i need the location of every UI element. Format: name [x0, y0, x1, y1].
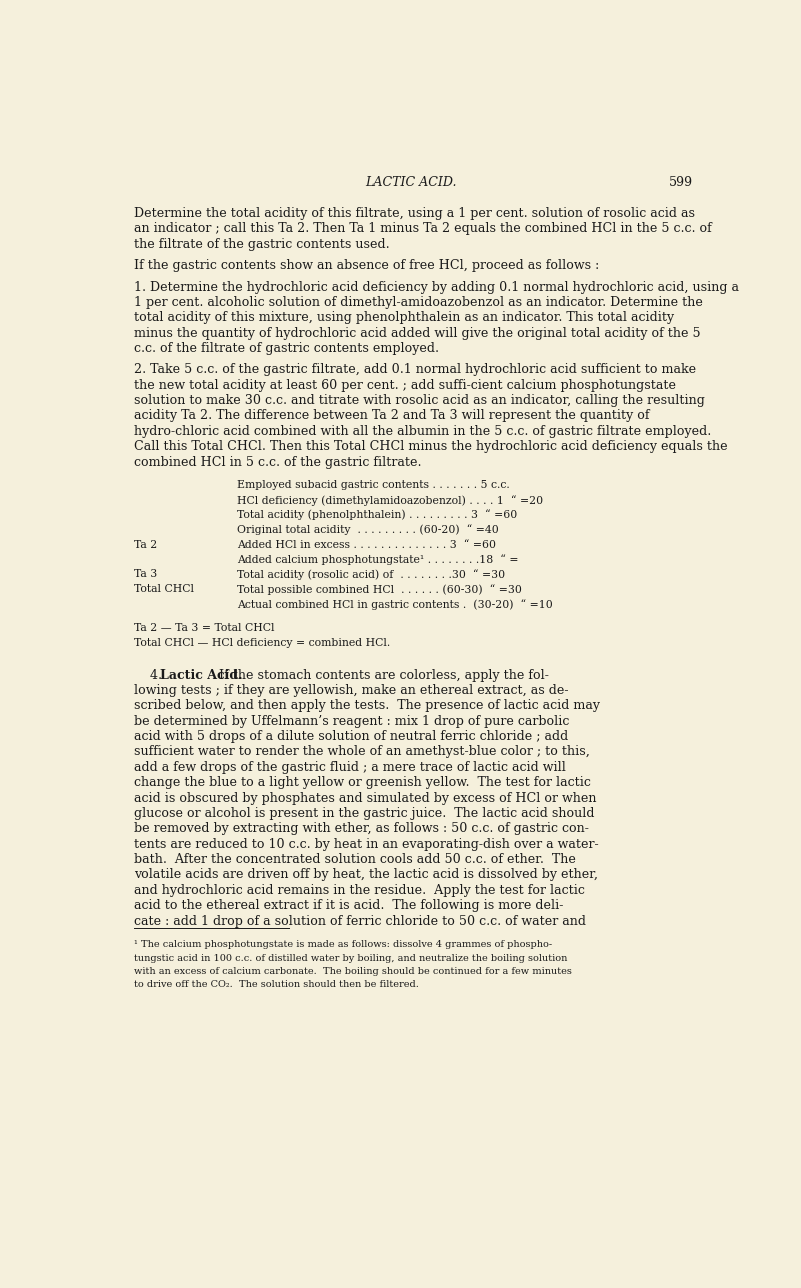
- Text: the new total acidity at least 60 per cent. ; add suffi-cient calcium phosphotun: the new total acidity at least 60 per ce…: [135, 379, 676, 392]
- Text: Ta 2: Ta 2: [135, 540, 164, 550]
- Text: Lactic Acid.: Lactic Acid.: [160, 668, 243, 681]
- Text: total acidity of this mixture, using phenolphthalein as an indicator. This total: total acidity of this mixture, using phe…: [135, 312, 674, 325]
- Text: minus the quantity of hydrochloric acid added will give the original total acidi: minus the quantity of hydrochloric acid …: [135, 327, 701, 340]
- Text: Employed subacid gastric contents . . . . . . . 5 c.c.: Employed subacid gastric contents . . . …: [237, 480, 509, 489]
- Text: Total acidity (rosolic acid) of  . . . . . . . .30  “ =30: Total acidity (rosolic acid) of . . . . …: [237, 569, 505, 580]
- Text: Total possible combined HCl  . . . . . . (60-30)  “ =30: Total possible combined HCl . . . . . . …: [237, 585, 521, 595]
- Text: acid is obscured by phosphates and simulated by excess of HCl or when: acid is obscured by phosphates and simul…: [135, 792, 597, 805]
- Text: Added calcium phosphotungstate¹ . . . . . . . .18  “ =: Added calcium phosphotungstate¹ . . . . …: [237, 554, 518, 565]
- Text: 599: 599: [669, 176, 693, 189]
- Text: If the gastric contents show an absence of free HCl, proceed as follows :: If the gastric contents show an absence …: [135, 259, 599, 272]
- Text: acid with 5 drops of a dilute solution of neutral ferric chloride ; add: acid with 5 drops of a dilute solution o…: [135, 730, 569, 743]
- Text: LACTIC ACID.: LACTIC ACID.: [364, 176, 457, 189]
- Text: with an excess of calcium carbonate.  The boiling should be continued for a few : with an excess of calcium carbonate. The…: [135, 966, 572, 975]
- Text: an indicator ; call this Ta 2. Then Ta 1 minus Ta 2 equals the combined HCl in t: an indicator ; call this Ta 2. Then Ta 1…: [135, 223, 712, 236]
- Text: Ta 3: Ta 3: [135, 569, 164, 580]
- Text: Determine the total acidity of this filtrate, using a 1 per cent. solution of ro: Determine the total acidity of this filt…: [135, 207, 695, 220]
- Text: be determined by Uffelmann’s reagent : mix 1 drop of pure carbolic: be determined by Uffelmann’s reagent : m…: [135, 715, 570, 728]
- Text: tungstic acid in 100 c.c. of distilled water by boiling, and neutralize the boil: tungstic acid in 100 c.c. of distilled w…: [135, 953, 568, 962]
- Text: Total acidity (phenolphthalein) . . . . . . . . . 3  “ =60: Total acidity (phenolphthalein) . . . . …: [237, 510, 517, 520]
- Text: volatile acids are driven off by heat, the lactic acid is dissolved by ether,: volatile acids are driven off by heat, t…: [135, 868, 598, 881]
- Text: Added HCl in excess . . . . . . . . . . . . . . 3  “ =60: Added HCl in excess . . . . . . . . . . …: [237, 540, 496, 550]
- Text: glucose or alcohol is present in the gastric juice.  The lactic acid should: glucose or alcohol is present in the gas…: [135, 808, 595, 820]
- Text: HCl deficiency (dimethylamidoazobenzol) . . . . 1  “ =20: HCl deficiency (dimethylamidoazobenzol) …: [237, 495, 543, 506]
- Text: the filtrate of the gastric contents used.: the filtrate of the gastric contents use…: [135, 238, 390, 251]
- Text: scribed below, and then apply the tests.  The presence of lactic acid may: scribed below, and then apply the tests.…: [135, 699, 600, 712]
- Text: hydro-chloric acid combined with all the albumin in the 5 c.c. of gastric filtra: hydro-chloric acid combined with all the…: [135, 425, 711, 438]
- Text: lowing tests ; if they are yellowish, make an ethereal extract, as de-: lowing tests ; if they are yellowish, ma…: [135, 684, 569, 697]
- Text: Ta 2 — Ta 3 = Total CHCl: Ta 2 — Ta 3 = Total CHCl: [135, 623, 275, 632]
- Text: 4.: 4.: [135, 668, 167, 681]
- Text: acidity Ta 2. The difference between Ta 2 and Ta 3 will represent the quantity o: acidity Ta 2. The difference between Ta …: [135, 410, 650, 422]
- Text: add a few drops of the gastric fluid ; a mere trace of lactic acid will: add a few drops of the gastric fluid ; a…: [135, 761, 566, 774]
- Text: change the blue to a light yellow or greenish yellow.  The test for lactic: change the blue to a light yellow or gre…: [135, 777, 591, 790]
- Text: acid to the ethereal extract if it is acid.  The following is more deli-: acid to the ethereal extract if it is ac…: [135, 899, 564, 912]
- Text: be removed by extracting with ether, as follows : 50 c.c. of gastric con-: be removed by extracting with ether, as …: [135, 822, 590, 836]
- Text: 2. Take 5 c.c. of the gastric filtrate, add 0.1 normal hydrochloric acid suffici: 2. Take 5 c.c. of the gastric filtrate, …: [135, 363, 696, 376]
- Text: to drive off the CO₂.  The solution should then be filtered.: to drive off the CO₂. The solution shoul…: [135, 980, 419, 989]
- Text: and hydrochloric acid remains in the residue.  Apply the test for lactic: and hydrochloric acid remains in the res…: [135, 884, 586, 896]
- Text: 1 per cent. alcoholic solution of dimethyl-amidoazobenzol as an indicator. Deter: 1 per cent. alcoholic solution of dimeth…: [135, 296, 703, 309]
- Text: tents are reduced to 10 c.c. by heat in an evaporating-dish over a water-: tents are reduced to 10 c.c. by heat in …: [135, 837, 599, 850]
- Text: solution to make 30 c.c. and titrate with rosolic acid as an indicator, calling : solution to make 30 c.c. and titrate wit…: [135, 394, 705, 407]
- Text: Call this Total CHCl. Then this Total CHCl minus the hydrochloric acid deficienc: Call this Total CHCl. Then this Total CH…: [135, 440, 728, 453]
- Text: cate : add 1 drop of a solution of ferric chloride to 50 c.c. of water and: cate : add 1 drop of a solution of ferri…: [135, 914, 586, 927]
- Text: Actual combined HCl in gastric contents .  (30-20)  “ =10: Actual combined HCl in gastric contents …: [237, 599, 553, 611]
- Text: Total CHCl — HCl deficiency = combined HCl.: Total CHCl — HCl deficiency = combined H…: [135, 639, 391, 648]
- Text: Total CHCl: Total CHCl: [135, 585, 201, 594]
- Text: combined HCl in 5 c.c. of the gastric filtrate.: combined HCl in 5 c.c. of the gastric fi…: [135, 456, 422, 469]
- Text: Original total acidity  . . . . . . . . . (60-20)  “ =40: Original total acidity . . . . . . . . .…: [237, 524, 498, 536]
- Text: sufficient water to render the whole of an amethyst-blue color ; to this,: sufficient water to render the whole of …: [135, 746, 590, 759]
- Text: If the stomach contents are colorless, apply the fol-: If the stomach contents are colorless, a…: [211, 668, 549, 681]
- Text: bath.  After the concentrated solution cools add 50 c.c. of ether.  The: bath. After the concentrated solution co…: [135, 853, 576, 866]
- Text: c.c. of the filtrate of gastric contents employed.: c.c. of the filtrate of gastric contents…: [135, 343, 439, 355]
- Text: ¹ The calcium phosphotungstate is made as follows: dissolve 4 grammes of phospho: ¹ The calcium phosphotungstate is made a…: [135, 940, 553, 949]
- Text: 1. Determine the hydrochloric acid deficiency by adding 0.1 normal hydrochloric : 1. Determine the hydrochloric acid defic…: [135, 281, 739, 294]
